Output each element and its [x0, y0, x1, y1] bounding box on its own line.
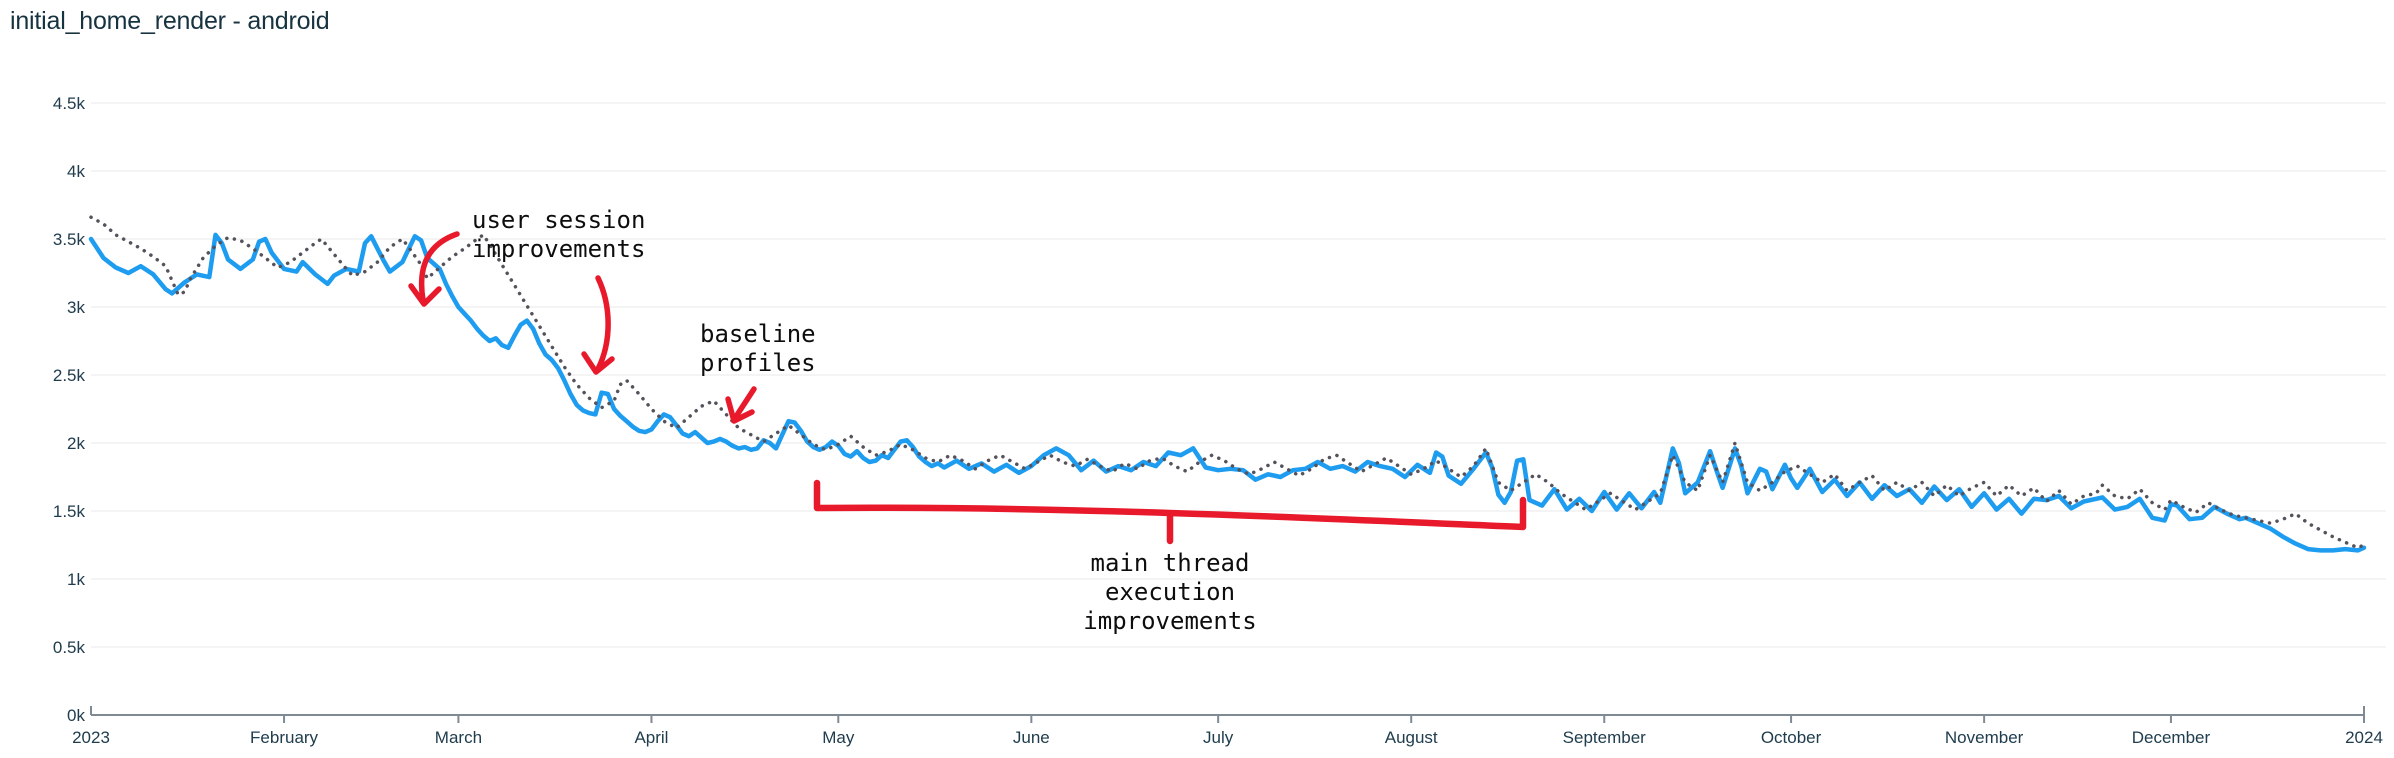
x-axis-label-September: September	[1563, 728, 1646, 747]
annotation-baseline-profiles: baseline profiles	[700, 320, 816, 377]
chart-title: initial_home_render - android	[10, 7, 330, 35]
x-axis-label-2024: 2024	[2345, 728, 2383, 747]
x-axis-label-December: December	[2132, 728, 2211, 747]
axis-labels-layer: 0k 0.5k 1k 1.5k 2k 2.5k 3k 3.5k 4k 4.5k 2023 Februa…	[53, 94, 2383, 747]
series-layer	[88, 215, 2367, 553]
annotation-stroke-user-session-0	[418, 231, 460, 303]
x-axis-label-November: November	[1945, 728, 2024, 747]
annotation-main-thread-improvements: main thread execution improvements	[1083, 549, 1257, 635]
x-axis-label-2023: 2023	[72, 728, 110, 747]
y-axis-label-1.5k: 1.5k	[53, 502, 86, 521]
solid-blue-series	[88, 232, 2367, 553]
x-axis-label-February: February	[250, 728, 319, 747]
y-axis-label-3k: 3k	[67, 298, 85, 317]
x-axis-label-June: June	[1013, 728, 1050, 747]
y-axis-label-2.5k: 2.5k	[53, 366, 86, 385]
annotation-stroke-baseline-profiles-1	[725, 396, 755, 424]
annotation-stroke-baseline-profiles-0	[734, 386, 757, 418]
annotation-user-session-improvements: user session improvements	[472, 206, 646, 263]
x-axis-label-April: April	[634, 728, 668, 747]
y-axis-label-1k: 1k	[67, 570, 85, 589]
x-axis-label-July: July	[1203, 728, 1234, 747]
gridlines-layer	[91, 102, 2386, 648]
x-axis-label-August: August	[1385, 728, 1438, 747]
annotation-stroke-user-session-2	[595, 275, 611, 372]
y-axis-label-4k: 4k	[67, 162, 85, 181]
y-axis-label-4.5k: 4.5k	[53, 94, 86, 113]
axis-layer	[90, 706, 2365, 723]
y-axis-label-0.5k: 0.5k	[53, 638, 86, 657]
y-axis-label-0k: 0k	[67, 706, 85, 725]
y-axis-label-2k: 2k	[67, 434, 85, 453]
annotation-stroke-user-session-1	[408, 283, 442, 307]
dotted-gray-series	[89, 215, 2366, 550]
annotation-stroke-user-session-3	[581, 351, 615, 375]
y-axis-label-3.5k: 3.5k	[53, 230, 86, 249]
annotations-layer	[408, 231, 1527, 545]
x-axis-label-March: March	[435, 728, 482, 747]
x-axis-label-May: May	[822, 728, 855, 747]
x-axis-label-October: October	[1761, 728, 1822, 747]
